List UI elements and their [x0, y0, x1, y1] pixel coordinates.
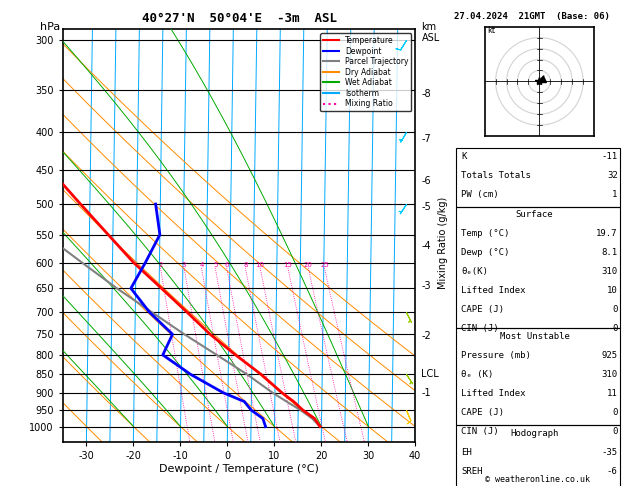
Text: 15: 15: [284, 262, 292, 268]
Text: 32: 32: [607, 171, 618, 180]
Text: Pressure (mb): Pressure (mb): [461, 351, 531, 360]
Text: -4: -4: [421, 241, 431, 251]
Text: -2: -2: [421, 331, 431, 341]
Legend: Temperature, Dewpoint, Parcel Trajectory, Dry Adiabat, Wet Adiabat, Isotherm, Mi: Temperature, Dewpoint, Parcel Trajectory…: [320, 33, 411, 111]
Text: -7: -7: [421, 134, 431, 144]
Text: Lifted Index: Lifted Index: [461, 389, 526, 398]
Text: 0: 0: [612, 305, 618, 314]
Text: 8.1: 8.1: [601, 248, 618, 258]
Text: Dewp (°C): Dewp (°C): [461, 248, 509, 258]
Text: 4: 4: [199, 262, 204, 268]
Text: -11: -11: [601, 152, 618, 161]
Text: 2: 2: [159, 262, 163, 268]
Text: 0: 0: [612, 324, 618, 333]
Text: Mixing Ratio (g/kg): Mixing Ratio (g/kg): [438, 197, 448, 289]
Text: -5: -5: [421, 202, 431, 212]
Text: -1: -1: [421, 388, 431, 398]
Text: θₑ (K): θₑ (K): [461, 370, 493, 379]
Text: hPa: hPa: [40, 22, 60, 32]
Text: © weatheronline.co.uk: © weatheronline.co.uk: [486, 474, 590, 484]
Text: 1: 1: [612, 190, 618, 199]
Text: 310: 310: [601, 267, 618, 277]
Text: Hodograph: Hodograph: [511, 429, 559, 438]
Text: -6: -6: [607, 467, 618, 476]
Text: θₑ(K): θₑ(K): [461, 267, 488, 277]
Text: 3: 3: [182, 262, 186, 268]
Text: 0: 0: [612, 408, 618, 417]
Text: CAPE (J): CAPE (J): [461, 305, 504, 314]
Text: 10: 10: [255, 262, 265, 268]
Text: CIN (J): CIN (J): [461, 427, 499, 436]
Text: -3: -3: [421, 281, 431, 291]
Text: Most Unstable: Most Unstable: [499, 332, 570, 341]
Text: km
ASL: km ASL: [421, 22, 440, 43]
Text: 27.04.2024  21GMT  (Base: 06): 27.04.2024 21GMT (Base: 06): [454, 12, 610, 21]
Text: Temp (°C): Temp (°C): [461, 229, 509, 239]
Text: 11: 11: [607, 389, 618, 398]
Text: EH: EH: [461, 448, 472, 457]
Text: CIN (J): CIN (J): [461, 324, 499, 333]
Text: 6: 6: [225, 262, 229, 268]
Text: 40°27'N  50°04'E  -3m  ASL: 40°27'N 50°04'E -3m ASL: [142, 12, 337, 25]
Text: 5: 5: [213, 262, 218, 268]
Text: LCL: LCL: [421, 369, 439, 380]
Text: -6: -6: [421, 176, 431, 186]
Text: 25: 25: [320, 262, 329, 268]
Text: 10: 10: [607, 286, 618, 295]
Text: 20: 20: [304, 262, 313, 268]
Text: 19.7: 19.7: [596, 229, 618, 239]
Text: CAPE (J): CAPE (J): [461, 408, 504, 417]
Text: kt: kt: [487, 26, 495, 35]
Text: SREH: SREH: [461, 467, 482, 476]
Text: PW (cm): PW (cm): [461, 190, 499, 199]
Text: 310: 310: [601, 370, 618, 379]
Text: 0: 0: [612, 427, 618, 436]
X-axis label: Dewpoint / Temperature (°C): Dewpoint / Temperature (°C): [159, 464, 319, 474]
Text: 8: 8: [243, 262, 248, 268]
Text: Totals Totals: Totals Totals: [461, 171, 531, 180]
Text: 925: 925: [601, 351, 618, 360]
Text: K: K: [461, 152, 467, 161]
Text: -8: -8: [421, 89, 431, 99]
Text: Lifted Index: Lifted Index: [461, 286, 526, 295]
Text: -35: -35: [601, 448, 618, 457]
Text: Surface: Surface: [516, 210, 554, 220]
